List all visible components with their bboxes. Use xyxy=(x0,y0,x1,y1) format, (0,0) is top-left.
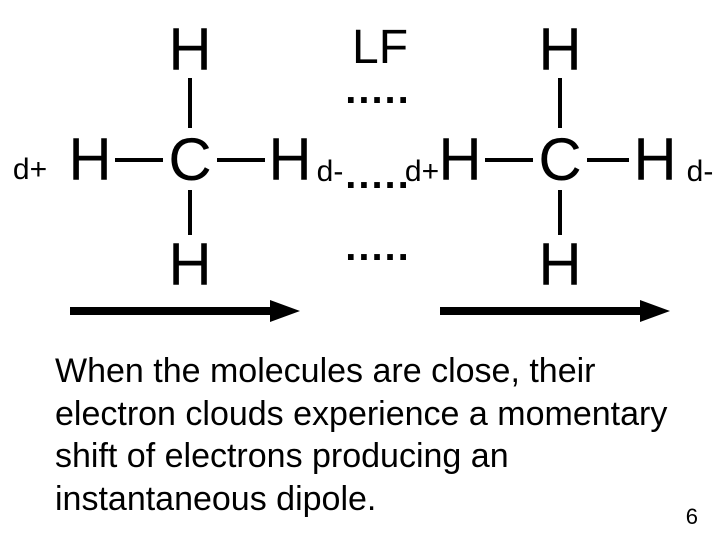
charge-right-inner: d+ xyxy=(405,157,439,187)
dipole-arrow-right xyxy=(440,296,670,326)
left-bond-right xyxy=(217,158,265,162)
caption-text: When the molecules are close, their elec… xyxy=(55,350,690,520)
lf-label: LF xyxy=(352,24,408,72)
right-center-c: C xyxy=(538,130,581,190)
right-bond-right xyxy=(587,158,629,162)
left-bond-top xyxy=(188,78,192,128)
right-bond-top xyxy=(558,78,562,128)
right-left-h: H xyxy=(438,130,481,190)
right-bond-bottom xyxy=(558,190,562,235)
page-number: 6 xyxy=(686,504,698,530)
charge-left-outer: d+ xyxy=(13,155,47,185)
diagram-stage: H C H H H H C H H H LF ..... ..... .....… xyxy=(0,0,720,540)
left-center-c: C xyxy=(168,130,211,190)
dots-row-3: ..... xyxy=(345,227,411,267)
left-bond-left xyxy=(115,158,163,162)
left-bottom-h: H xyxy=(168,235,211,295)
right-bond-left xyxy=(485,158,533,162)
dipole-arrow-left xyxy=(70,296,300,326)
charge-right-outer: d- xyxy=(687,157,714,187)
left-bond-bottom xyxy=(188,190,192,235)
right-top-h: H xyxy=(538,20,581,80)
left-top-h: H xyxy=(168,20,211,80)
right-bottom-h: H xyxy=(538,235,581,295)
charge-left-inner: d- xyxy=(317,157,344,187)
left-left-h: H xyxy=(68,130,111,190)
dots-row-2: ..... xyxy=(345,155,411,195)
right-right-h: H xyxy=(633,130,676,190)
dots-row-1: ..... xyxy=(345,70,411,110)
left-right-h: H xyxy=(268,130,311,190)
